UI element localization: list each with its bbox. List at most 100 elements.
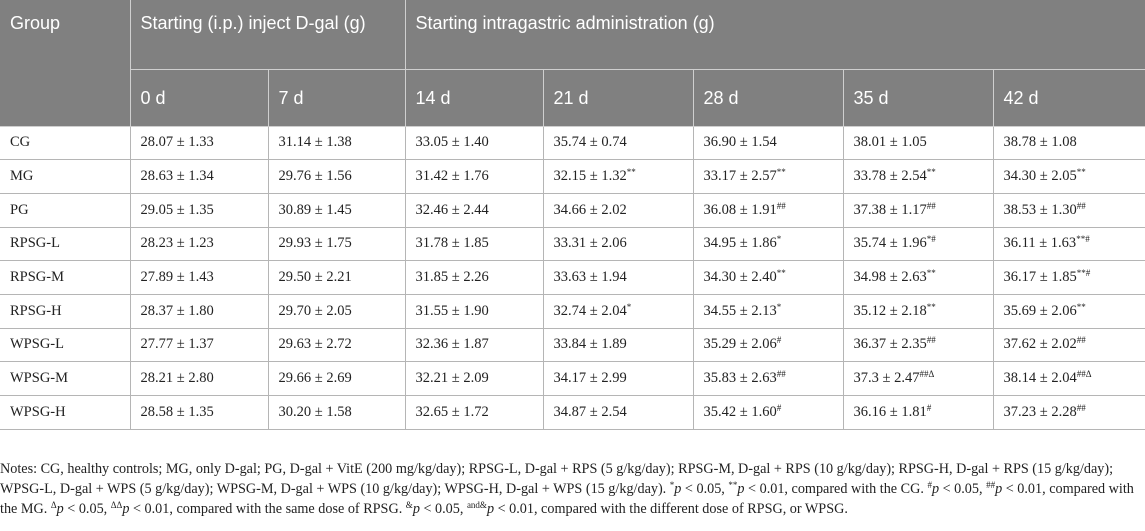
- value-cell: 29.05 ± 1.35: [130, 193, 269, 228]
- significance-mark: **: [1076, 301, 1086, 312]
- cell-value: 34.98 ± 2.63: [853, 269, 927, 286]
- value-cell: 28.07 ± 1.33: [130, 126, 269, 161]
- cell-value: 33.17 ± 2.57: [703, 168, 777, 185]
- significance-mark: *#: [926, 234, 936, 245]
- cell-value: 36.08 ± 1.91: [703, 201, 777, 218]
- table-body: CG 28.07 ± 1.33 31.14 ± 1.38 33.05 ± 1.40 35…: [0, 126, 1145, 430]
- cell-value: 35.83 ± 2.63: [703, 370, 777, 387]
- significance-mark: ##: [926, 335, 936, 346]
- table-row: PG 29.05 ± 1.35 30.89 ± 1.45 32.46 ± 2.44 34…: [0, 193, 1145, 228]
- significance-mark: *: [776, 234, 782, 245]
- value-cell: 28.21 ± 2.80: [130, 361, 269, 396]
- value-cell: 31.85 ± 2.26: [405, 260, 544, 295]
- table-header: Group Starting (i.p.) inject D-gal (g) S…: [0, 0, 1145, 127]
- group-cell: RPSG-M: [0, 260, 131, 295]
- group-cell: WPSG-M: [0, 361, 131, 396]
- note-text: p < 0.01, compared with the different do…: [486, 501, 848, 517]
- header-day: 42 d: [993, 69, 1145, 127]
- cell-value: 33.31 ± 2.06: [553, 235, 627, 252]
- significance-mark: **: [776, 167, 786, 178]
- value-cell: 37.3 ± 2.47##Δ: [843, 361, 994, 396]
- group-cell: CG: [0, 126, 131, 161]
- value-cell: 34.55 ± 2.13*: [693, 294, 844, 329]
- value-cell: 36.17 ± 1.85**#: [993, 260, 1145, 295]
- table-row: RPSG-L 28.23 ± 1.23 29.93 ± 1.75 31.78 ± 1.…: [0, 227, 1145, 262]
- value-cell: 34.17 ± 2.99: [543, 361, 694, 396]
- value-cell: 36.11 ± 1.63**#: [993, 227, 1145, 262]
- cell-value: 30.89 ± 1.45: [278, 201, 352, 218]
- cell-value: 33.84 ± 1.89: [553, 336, 627, 353]
- cell-value: 27.77 ± 1.37: [140, 336, 214, 353]
- group-cell: RPSG-L: [0, 227, 131, 262]
- value-cell: 34.95 ± 1.86*: [693, 227, 844, 262]
- group-cell: PG: [0, 193, 131, 228]
- cell-value: 34.17 ± 2.99: [553, 370, 627, 387]
- cell-value: 28.23 ± 1.23: [140, 235, 214, 252]
- note-text: p < 0.05,: [56, 501, 111, 517]
- cell-value: 36.37 ± 2.35: [853, 336, 927, 353]
- significance-mark: ##Δ: [1076, 369, 1092, 380]
- value-cell: 28.23 ± 1.23: [130, 227, 269, 262]
- notes-abbreviations: Notes: CG, healthy controls; MG, only D-…: [0, 461, 1114, 497]
- note-symbol: ##: [986, 480, 996, 490]
- note-text: p < 0.05,: [412, 501, 467, 517]
- cell-value: 38.14 ± 2.04: [1003, 370, 1077, 387]
- value-cell: 31.78 ± 1.85: [405, 227, 544, 262]
- cell-value: 36.11 ± 1.63: [1003, 235, 1077, 252]
- value-cell: 29.63 ± 2.72: [268, 328, 406, 363]
- value-cell: 29.93 ± 1.75: [268, 227, 406, 262]
- note-symbol: &: [405, 500, 413, 510]
- cell-value: 32.46 ± 2.44: [415, 201, 489, 218]
- cell-value: 33.63 ± 1.94: [553, 269, 627, 286]
- cell-value: 31.85 ± 2.26: [415, 269, 489, 286]
- table-row: WPSG-H 28.58 ± 1.35 30.20 ± 1.58 32.65 ± 1.…: [0, 395, 1145, 430]
- value-cell: 33.31 ± 2.06: [543, 227, 694, 262]
- significance-mark: ##Δ: [919, 369, 935, 380]
- cell-value: 36.17 ± 1.85: [1003, 269, 1077, 286]
- value-cell: 29.66 ± 2.69: [268, 361, 406, 396]
- value-cell: 38.78 ± 1.08: [993, 126, 1145, 161]
- value-cell: 36.37 ± 2.35##: [843, 328, 994, 363]
- cell-value: 34.55 ± 2.13: [703, 302, 777, 319]
- value-cell: 34.30 ± 2.05**: [993, 159, 1145, 194]
- cell-value: 36.90 ± 1.54: [703, 134, 777, 151]
- value-cell: 32.46 ± 2.44: [405, 193, 544, 228]
- value-cell: 30.89 ± 1.45: [268, 193, 406, 228]
- significance-mark: **: [926, 301, 936, 312]
- significance-mark: *: [776, 301, 782, 312]
- value-cell: 32.74 ± 2.04*: [543, 294, 694, 329]
- cell-value: 31.42 ± 1.76: [415, 168, 489, 185]
- cell-value: 38.53 ± 1.30: [1003, 201, 1077, 218]
- table-row: WPSG-L 27.77 ± 1.37 29.63 ± 2.72 32.36 ± 1.…: [0, 328, 1145, 363]
- value-cell: 33.84 ± 1.89: [543, 328, 694, 363]
- value-cell: 27.77 ± 1.37: [130, 328, 269, 363]
- note-text: p < 0.01, compared with the CG.: [737, 481, 928, 497]
- cell-value: 34.95 ± 1.86: [703, 235, 777, 252]
- group-cell: RPSG-H: [0, 294, 131, 329]
- value-cell: 35.69 ± 2.06**: [993, 294, 1145, 329]
- table-row: RPSG-H 28.37 ± 1.80 29.70 ± 2.05 31.55 ± 1.…: [0, 294, 1145, 329]
- note-symbol: ΔΔ: [110, 500, 123, 510]
- cell-value: 34.30 ± 2.05: [1003, 168, 1077, 185]
- header-day: 28 d: [693, 69, 844, 127]
- cell-value: 35.12 ± 2.18: [853, 302, 927, 319]
- cell-value: 35.69 ± 2.06: [1003, 302, 1077, 319]
- value-cell: 27.89 ± 1.43: [130, 260, 269, 295]
- cell-value: 29.93 ± 1.75: [278, 235, 352, 252]
- table-container: Group Starting (i.p.) inject D-gal (g) S…: [0, 0, 1145, 430]
- value-cell: 34.87 ± 2.54: [543, 395, 694, 430]
- table-notes: Notes: CG, healthy controls; MG, only D-…: [0, 459, 1140, 519]
- value-cell: 34.30 ± 2.40**: [693, 260, 844, 295]
- cell-value: 34.66 ± 2.02: [553, 201, 627, 218]
- significance-mark: ##: [776, 369, 786, 380]
- significance-mark: *: [626, 301, 632, 312]
- table-row: RPSG-M 27.89 ± 1.43 29.50 ± 2.21 31.85 ± 2.…: [0, 260, 1145, 295]
- value-cell: 33.05 ± 1.40: [405, 126, 544, 161]
- value-cell: 38.53 ± 1.30##: [993, 193, 1145, 228]
- value-cell: 29.76 ± 1.56: [268, 159, 406, 194]
- header-group: Group: [0, 0, 131, 127]
- header-day: 14 d: [405, 69, 544, 127]
- value-cell: 35.29 ± 2.06#: [693, 328, 844, 363]
- cell-value: 32.74 ± 2.04: [553, 302, 627, 319]
- value-cell: 37.62 ± 2.02##: [993, 328, 1145, 363]
